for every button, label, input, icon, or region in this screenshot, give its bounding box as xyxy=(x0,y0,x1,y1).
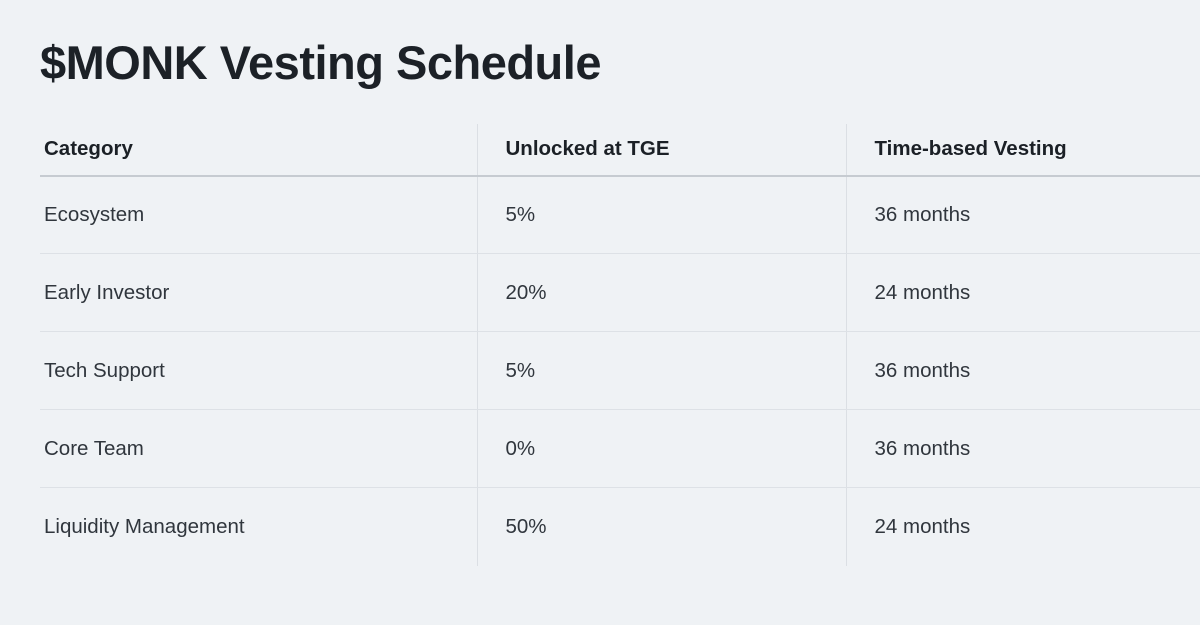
cell-unlocked-at-tge: 20% xyxy=(476,253,846,333)
page: $MONK Vesting Schedule Category Unlocked… xyxy=(0,34,1200,566)
cell-time-based-vesting: 36 months xyxy=(845,409,1200,489)
table-row: Core Team 0% 36 months xyxy=(40,409,1200,489)
table-row: Liquidity Management 50% 24 months xyxy=(40,487,1200,566)
cell-unlocked-at-tge: 0% xyxy=(476,409,846,489)
cell-category: Early Investor xyxy=(40,253,477,333)
vesting-schedule-table: Category Unlocked at TGE Time-based Vest… xyxy=(40,123,1200,566)
cell-category: Ecosystem xyxy=(40,175,477,255)
cell-category: Core Team xyxy=(40,409,477,489)
cell-time-based-vesting: 24 months xyxy=(845,253,1200,333)
column-header-category: Category xyxy=(40,123,477,177)
cell-unlocked-at-tge: 50% xyxy=(476,487,846,566)
table-row: Early Investor 20% 24 months xyxy=(40,253,1200,333)
cell-category: Tech Support xyxy=(40,331,477,411)
cell-unlocked-at-tge: 5% xyxy=(476,331,846,411)
cell-unlocked-at-tge: 5% xyxy=(476,175,846,255)
column-header-time-based-vesting: Time-based Vesting xyxy=(845,123,1200,177)
cell-time-based-vesting: 36 months xyxy=(845,331,1200,411)
column-header-unlocked-at-tge: Unlocked at TGE xyxy=(476,123,846,177)
cell-time-based-vesting: 24 months xyxy=(845,487,1200,566)
table-row: Tech Support 5% 36 months xyxy=(40,331,1200,411)
page-title: $MONK Vesting Schedule xyxy=(40,36,601,89)
table-header-row: Category Unlocked at TGE Time-based Vest… xyxy=(40,123,1200,177)
cell-time-based-vesting: 36 months xyxy=(845,175,1200,255)
cell-category: Liquidity Management xyxy=(44,515,245,538)
table-row: Ecosystem 5% 36 months xyxy=(40,175,1200,255)
